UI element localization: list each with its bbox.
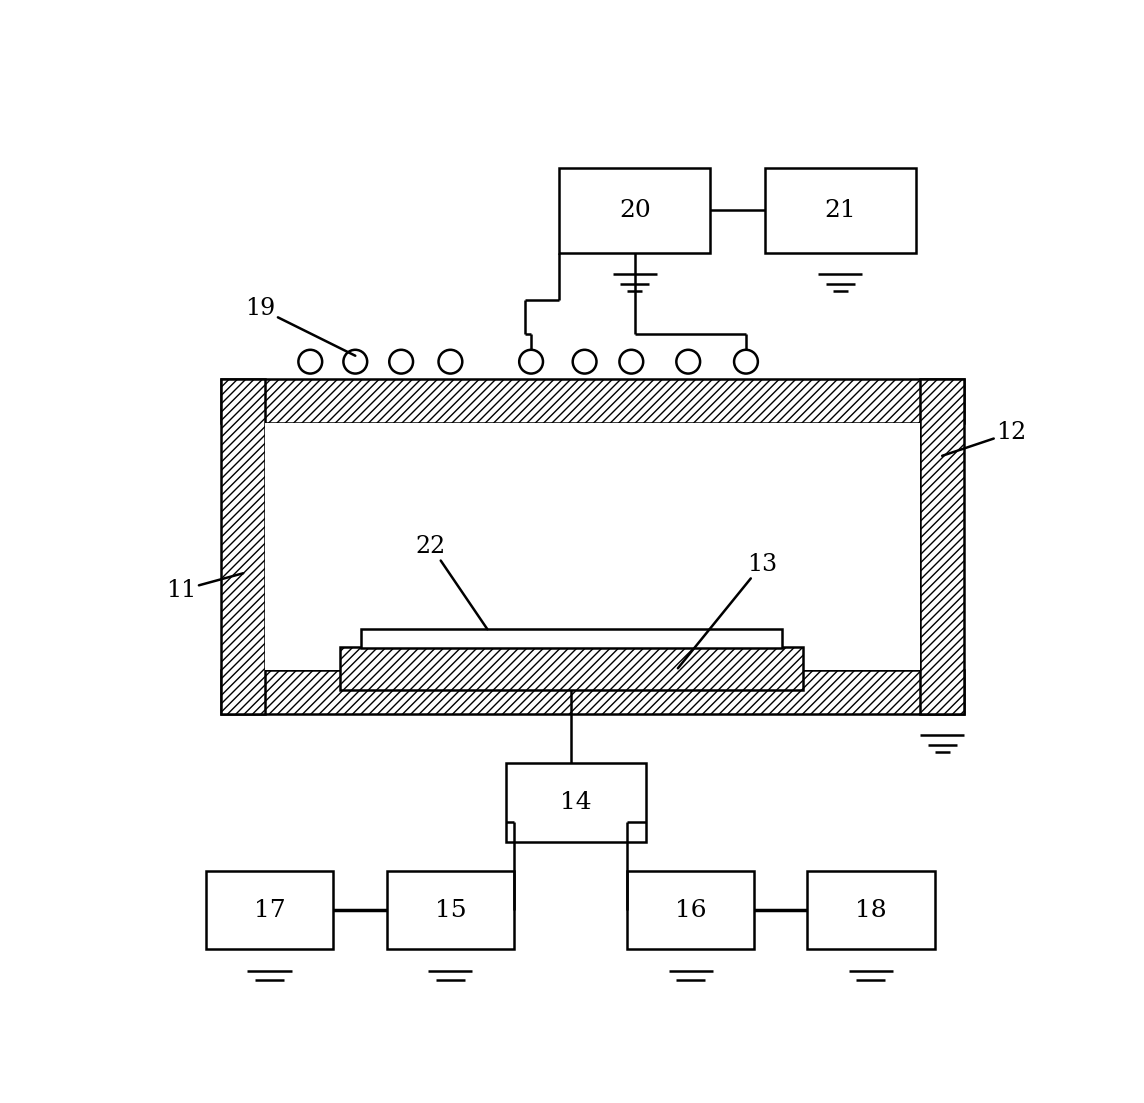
Bar	[808, 871, 935, 950]
Bar	[387, 871, 514, 950]
Text: 21: 21	[825, 199, 856, 222]
Bar	[506, 763, 645, 842]
Text: 17: 17	[254, 899, 285, 922]
Bar	[340, 647, 803, 689]
Text: 11: 11	[166, 574, 244, 602]
Bar	[221, 378, 265, 714]
Text: 20: 20	[619, 199, 651, 222]
Text: 19: 19	[245, 297, 356, 356]
Bar	[362, 629, 781, 647]
Bar	[221, 378, 964, 422]
Bar	[627, 871, 754, 950]
Text: 18: 18	[855, 899, 887, 922]
Bar	[265, 422, 920, 670]
Bar	[559, 168, 710, 253]
Text: 13: 13	[678, 553, 778, 668]
Text: 14: 14	[559, 791, 591, 814]
Text: 16: 16	[675, 899, 707, 922]
Text: 15: 15	[435, 899, 467, 922]
Bar	[920, 378, 964, 714]
Bar	[221, 670, 964, 714]
Bar	[764, 168, 916, 253]
Text: 22: 22	[416, 535, 487, 629]
Bar	[206, 871, 333, 950]
Text: 12: 12	[943, 421, 1027, 456]
